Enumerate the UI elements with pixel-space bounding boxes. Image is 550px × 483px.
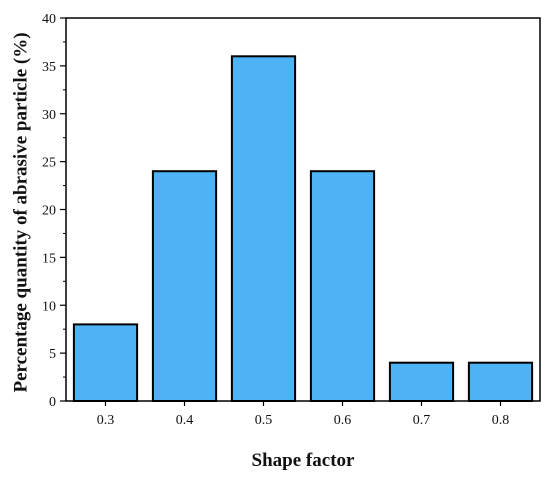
- bar-0.4: [151, 170, 218, 402]
- y-axis-ticks: 0 5 10 15 20 25 30 35 40: [42, 12, 66, 410]
- y-tick-label: 30: [42, 108, 56, 123]
- bar-0.6: [309, 170, 376, 402]
- y-tick-label: 25: [42, 156, 56, 171]
- bar-0.5: [230, 55, 297, 403]
- x-axis-ticks: 0.3 0.4 0.5 0.6 0.7 0.8: [97, 401, 510, 428]
- plot-frame: [65, 17, 541, 402]
- x-tick-label: 0.3: [97, 413, 115, 428]
- x-tick-label: 0.5: [255, 413, 273, 428]
- x-tick-label: 0.4: [176, 413, 194, 428]
- y-tick-label: 20: [42, 204, 56, 219]
- y-tick-label: 0: [49, 395, 56, 410]
- y-tick-label: 5: [49, 347, 56, 362]
- x-axis-title: Shape factor: [252, 450, 355, 471]
- x-tick-label: 0.8: [492, 413, 510, 428]
- bar-0.3: [72, 323, 139, 402]
- y-tick-label: 15: [42, 251, 56, 266]
- bar-0.8: [467, 361, 534, 403]
- y-tick-label: 40: [42, 12, 56, 27]
- y-tick-label: 35: [42, 60, 56, 75]
- x-tick-label: 0.6: [334, 413, 352, 428]
- y-tick-label: 10: [42, 299, 56, 314]
- y-axis-title: Percentage quantity of abrasive particle…: [10, 32, 31, 392]
- bars-group: [72, 55, 534, 403]
- bar-0.7: [388, 361, 455, 403]
- x-tick-label: 0.7: [413, 413, 431, 428]
